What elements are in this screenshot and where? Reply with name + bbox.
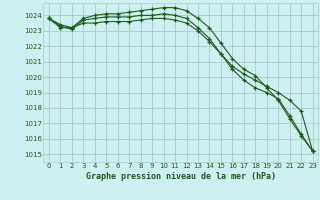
X-axis label: Graphe pression niveau de la mer (hPa): Graphe pression niveau de la mer (hPa): [86, 172, 276, 181]
